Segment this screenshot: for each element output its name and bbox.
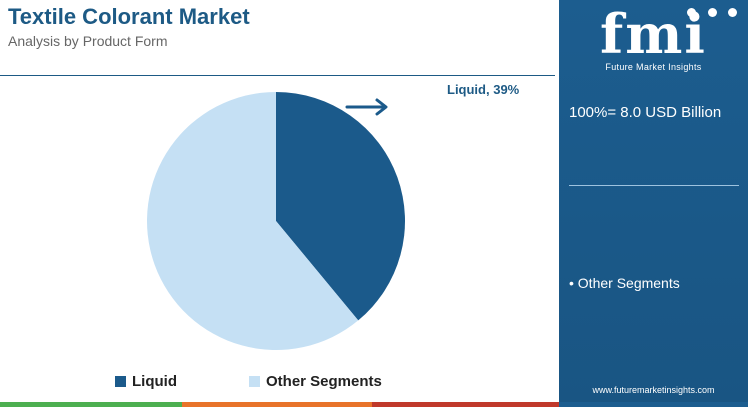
pie-chart (147, 92, 405, 350)
legend-item-other-segments: Other Segments (249, 373, 382, 390)
bottom-bar-segment (559, 402, 748, 407)
chart-title: Textile Colorant Market (8, 4, 250, 29)
legend-label-liquid: Liquid (132, 372, 177, 390)
bottom-bar-segment (372, 402, 559, 407)
website-link[interactable]: www.futuremarketinsights.com (592, 385, 715, 395)
legend-swatch-liquid (115, 375, 126, 387)
legend-item-liquid: Liquid (115, 373, 177, 390)
title-divider (0, 75, 555, 76)
legend-label-other-segments: Other Segments (266, 372, 382, 390)
legend: Liquid Other Segments (115, 371, 454, 391)
logo-tagline: Future Market Insights (605, 62, 702, 72)
side-panel: fmi Future Market Insights 100%= 8.0 USD… (559, 0, 748, 402)
total-market-value: 100%= 8.0 USD Billion (569, 104, 722, 121)
data-label-liquid: Liquid, 39% (447, 82, 520, 97)
bottom-bar-segment (182, 402, 372, 407)
logo-dots-icon (687, 8, 737, 20)
chart-subtitle: Analysis by Product Form (8, 33, 168, 49)
pie-slice-other-segments (147, 92, 359, 350)
bottom-color-bar (0, 402, 748, 407)
panel-segment-item: • Other Segments (569, 275, 680, 291)
pie-slice-liquid (276, 92, 405, 321)
legend-swatch-other-segments (249, 375, 260, 387)
bottom-bar-segment (0, 402, 182, 407)
arrow-right-icon (345, 98, 388, 116)
panel-divider (569, 185, 739, 186)
